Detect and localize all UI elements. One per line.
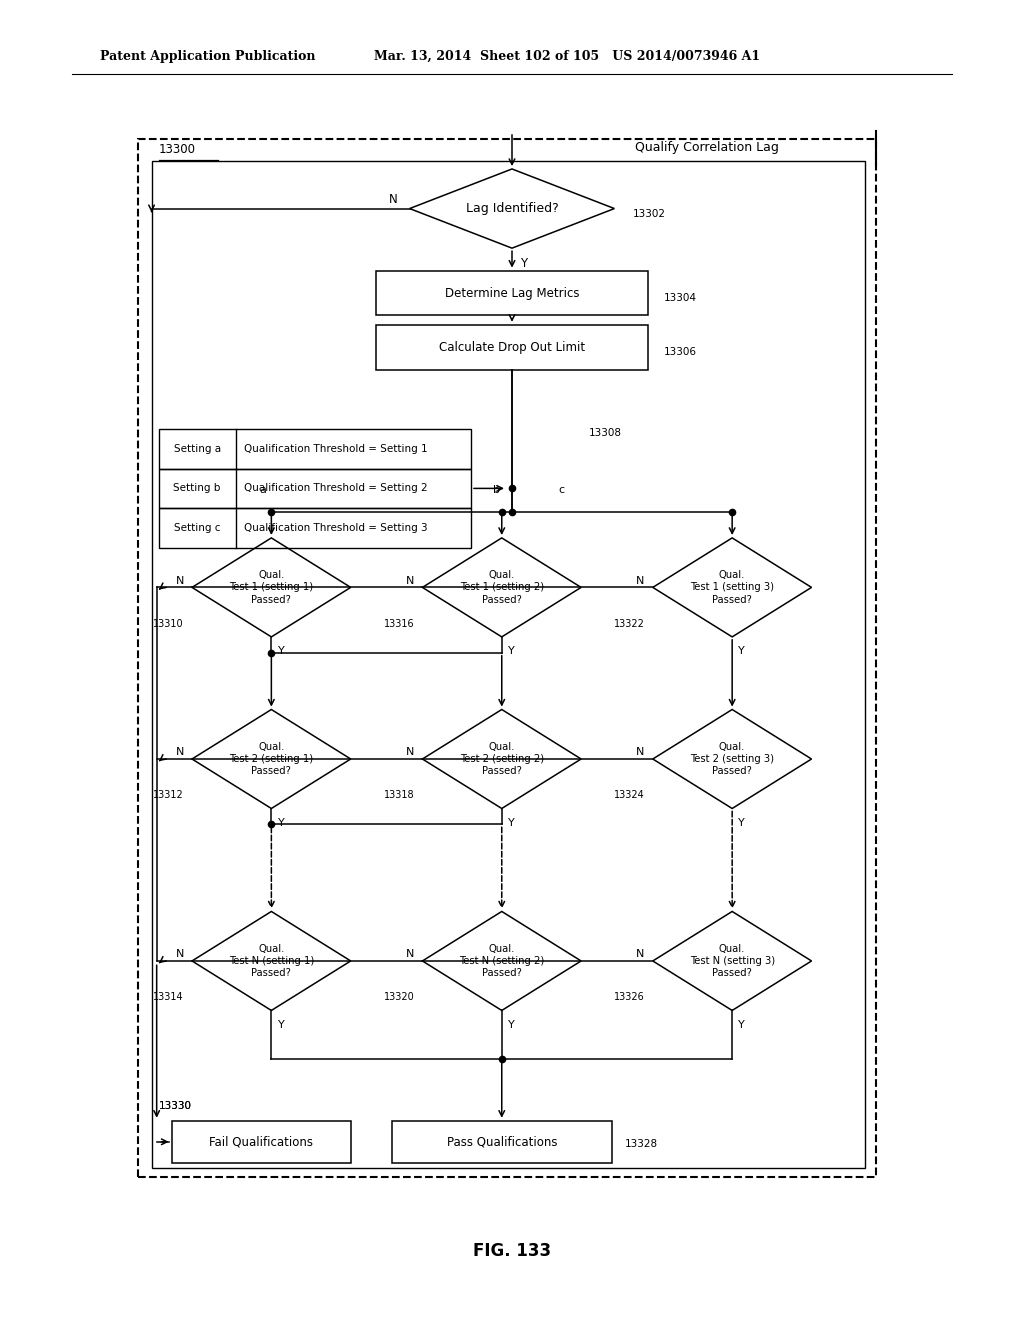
Text: 13308: 13308	[589, 428, 622, 438]
Text: 13310: 13310	[154, 619, 184, 628]
Text: Setting b: Setting b	[173, 483, 221, 494]
Text: Qualify Correlation Lag: Qualify Correlation Lag	[635, 141, 779, 154]
Text: 13328: 13328	[625, 1139, 657, 1150]
Text: Qual.
Test 1 (setting 3)
Passed?: Qual. Test 1 (setting 3) Passed?	[690, 570, 774, 605]
Text: Calculate Drop Out Limit: Calculate Drop Out Limit	[439, 341, 585, 354]
Text: Y: Y	[520, 257, 527, 271]
Text: 13322: 13322	[613, 619, 645, 628]
Text: Y: Y	[278, 817, 285, 828]
Text: Y: Y	[508, 645, 515, 656]
Text: Patent Application Publication: Patent Application Publication	[100, 50, 315, 63]
Text: 13312: 13312	[153, 791, 184, 800]
Text: Qual.
Test 2 (setting 3)
Passed?: Qual. Test 2 (setting 3) Passed?	[690, 742, 774, 776]
Text: c: c	[558, 484, 564, 495]
Text: N: N	[175, 747, 184, 758]
Text: 13330: 13330	[159, 1101, 191, 1111]
Text: N: N	[388, 193, 397, 206]
Text: Y: Y	[738, 817, 745, 828]
Text: N: N	[636, 747, 645, 758]
Text: Qualification Threshold = Setting 3: Qualification Threshold = Setting 3	[244, 523, 427, 533]
Text: N: N	[175, 576, 184, 586]
Bar	[152, 161, 865, 1168]
Text: Qualification Threshold = Setting 1: Qualification Threshold = Setting 1	[244, 444, 427, 454]
Text: Qual.
Test 1 (setting 2)
Passed?: Qual. Test 1 (setting 2) Passed?	[460, 570, 544, 605]
Text: Y: Y	[508, 1019, 515, 1030]
Text: Qual.
Test 2 (setting 2)
Passed?: Qual. Test 2 (setting 2) Passed?	[460, 742, 544, 776]
Text: b: b	[494, 484, 500, 495]
Text: N: N	[406, 747, 414, 758]
Text: N: N	[636, 576, 645, 586]
Text: 13300: 13300	[159, 143, 196, 156]
Text: Qual.
Test N (setting 2)
Passed?: Qual. Test N (setting 2) Passed?	[459, 944, 545, 978]
Text: 13306: 13306	[664, 347, 696, 358]
Text: Qualification Threshold = Setting 2: Qualification Threshold = Setting 2	[244, 483, 427, 494]
Text: Y: Y	[278, 1019, 285, 1030]
Text: N: N	[175, 949, 184, 960]
Bar	[159, 508, 471, 548]
Text: Pass Qualifications: Pass Qualifications	[446, 1135, 557, 1148]
Text: Y: Y	[738, 1019, 745, 1030]
Text: 13324: 13324	[613, 791, 645, 800]
Text: Qual.
Test 1 (setting 1)
Passed?: Qual. Test 1 (setting 1) Passed?	[229, 570, 313, 605]
Bar	[138, 139, 876, 1177]
Text: Determine Lag Metrics: Determine Lag Metrics	[444, 286, 580, 300]
Text: Y: Y	[278, 645, 285, 656]
Text: 13318: 13318	[384, 791, 414, 800]
Text: Qual.
Test N (setting 3)
Passed?: Qual. Test N (setting 3) Passed?	[689, 944, 775, 978]
Text: a: a	[259, 484, 266, 495]
Text: 13304: 13304	[664, 293, 696, 304]
Text: Lag Identified?: Lag Identified?	[466, 202, 558, 215]
Text: FIG. 133: FIG. 133	[473, 1242, 551, 1261]
Bar	[159, 429, 471, 469]
Text: Y: Y	[738, 645, 745, 656]
Text: 13302: 13302	[633, 209, 666, 219]
Text: 13314: 13314	[154, 993, 184, 1002]
Text: Y: Y	[508, 817, 515, 828]
Text: Mar. 13, 2014  Sheet 102 of 105   US 2014/0073946 A1: Mar. 13, 2014 Sheet 102 of 105 US 2014/0…	[374, 50, 760, 63]
Text: 13320: 13320	[383, 993, 414, 1002]
Text: N: N	[406, 949, 414, 960]
Text: 13330: 13330	[159, 1101, 191, 1111]
Bar	[159, 469, 471, 508]
Text: Fail Qualifications: Fail Qualifications	[209, 1135, 313, 1148]
Text: 13316: 13316	[384, 619, 414, 628]
Text: Qual.
Test N (setting 1)
Passed?: Qual. Test N (setting 1) Passed?	[228, 944, 314, 978]
Text: N: N	[636, 949, 645, 960]
Text: Setting a: Setting a	[173, 444, 221, 454]
Text: Qual.
Test 2 (setting 1)
Passed?: Qual. Test 2 (setting 1) Passed?	[229, 742, 313, 776]
Text: N: N	[406, 576, 414, 586]
Text: Setting c: Setting c	[174, 523, 220, 533]
Text: 13326: 13326	[613, 993, 645, 1002]
